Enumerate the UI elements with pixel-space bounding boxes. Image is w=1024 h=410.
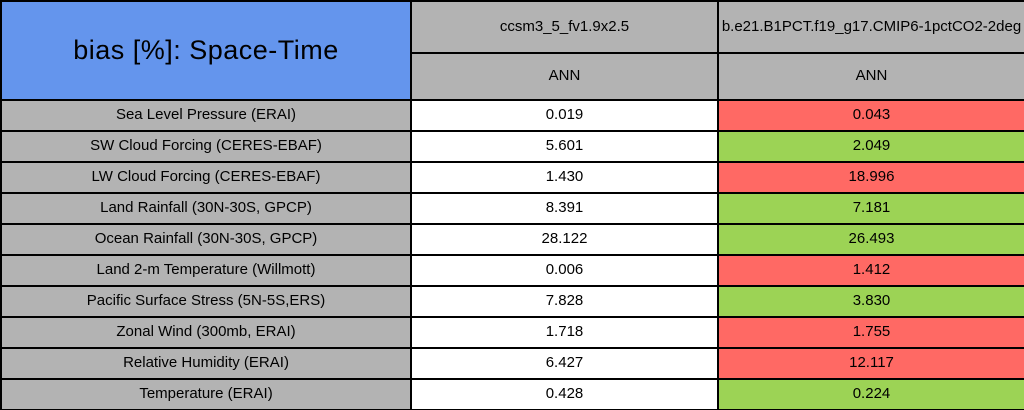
model2-value-cell: 3.830 bbox=[717, 285, 1024, 318]
model1-value-cell: 0.006 bbox=[410, 254, 719, 287]
metric-label-cell: Sea Level Pressure (ERAI) bbox=[0, 99, 412, 132]
model1-name-header: ccsm3_5_fv1.9x2.5 bbox=[410, 0, 719, 54]
model1-value-cell: 7.828 bbox=[410, 285, 719, 318]
metric-row: Ocean Rainfall (30N-30S, GPCP) 28.122 26… bbox=[0, 223, 1024, 256]
model-name-row: bias [%]: Space-Time ccsm3_5_fv1.9x2.5 b… bbox=[0, 0, 1024, 101]
metric-row: SW Cloud Forcing (CERES-EBAF) 5.601 2.04… bbox=[0, 130, 1024, 163]
model2-name-header: b.e21.B1PCT.f19_g17.CMIP6-1pctCO2-2deg bbox=[717, 0, 1024, 54]
model2-value-cell: 2.049 bbox=[717, 130, 1024, 163]
table-header: bias [%]: Space-Time ccsm3_5_fv1.9x2.5 b… bbox=[0, 0, 1024, 101]
model1-season-header: ANN bbox=[410, 52, 719, 101]
model1-value-cell: 1.718 bbox=[410, 316, 719, 349]
model2-season-header: ANN bbox=[717, 52, 1024, 101]
table-title: bias [%]: Space-Time bbox=[0, 0, 412, 101]
model2-value-cell: 12.117 bbox=[717, 347, 1024, 380]
metric-label-cell: Land Rainfall (30N-30S, GPCP) bbox=[0, 192, 412, 225]
metric-row: Zonal Wind (300mb, ERAI) 1.718 1.755 bbox=[0, 316, 1024, 349]
model2-value-cell: 0.224 bbox=[717, 378, 1024, 410]
model1-value-cell: 28.122 bbox=[410, 223, 719, 256]
metric-row: Temperature (ERAI) 0.428 0.224 bbox=[0, 378, 1024, 410]
metric-label-cell: LW Cloud Forcing (CERES-EBAF) bbox=[0, 161, 412, 194]
model1-value-cell: 6.427 bbox=[410, 347, 719, 380]
metric-row: Relative Humidity (ERAI) 6.427 12.117 bbox=[0, 347, 1024, 380]
model2-value-cell: 1.412 bbox=[717, 254, 1024, 287]
model1-value-cell: 5.601 bbox=[410, 130, 719, 163]
model1-value-cell: 8.391 bbox=[410, 192, 719, 225]
metric-row: Land Rainfall (30N-30S, GPCP) 8.391 7.18… bbox=[0, 192, 1024, 225]
model2-value-cell: 1.755 bbox=[717, 316, 1024, 349]
model2-value-cell: 7.181 bbox=[717, 192, 1024, 225]
metric-label-cell: Zonal Wind (300mb, ERAI) bbox=[0, 316, 412, 349]
metric-label-cell: Relative Humidity (ERAI) bbox=[0, 347, 412, 380]
metric-label-cell: Pacific Surface Stress (5N-5S,ERS) bbox=[0, 285, 412, 318]
model2-value-cell: 0.043 bbox=[717, 99, 1024, 132]
model1-value-cell: 0.428 bbox=[410, 378, 719, 410]
metric-row: Land 2-m Temperature (Willmott) 0.006 1.… bbox=[0, 254, 1024, 287]
metric-row: Sea Level Pressure (ERAI) 0.019 0.043 bbox=[0, 99, 1024, 132]
model1-value-cell: 0.019 bbox=[410, 99, 719, 132]
metric-row: LW Cloud Forcing (CERES-EBAF) 1.430 18.9… bbox=[0, 161, 1024, 194]
model2-value-cell: 26.493 bbox=[717, 223, 1024, 256]
metric-label-cell: Land 2-m Temperature (Willmott) bbox=[0, 254, 412, 287]
model1-value-cell: 1.430 bbox=[410, 161, 719, 194]
metric-label-cell: SW Cloud Forcing (CERES-EBAF) bbox=[0, 130, 412, 163]
model2-value-cell: 18.996 bbox=[717, 161, 1024, 194]
metric-label-cell: Temperature (ERAI) bbox=[0, 378, 412, 410]
table-body: Sea Level Pressure (ERAI) 0.019 0.043 SW… bbox=[0, 99, 1024, 410]
metric-row: Pacific Surface Stress (5N-5S,ERS) 7.828… bbox=[0, 285, 1024, 318]
metric-label-cell: Ocean Rainfall (30N-30S, GPCP) bbox=[0, 223, 412, 256]
